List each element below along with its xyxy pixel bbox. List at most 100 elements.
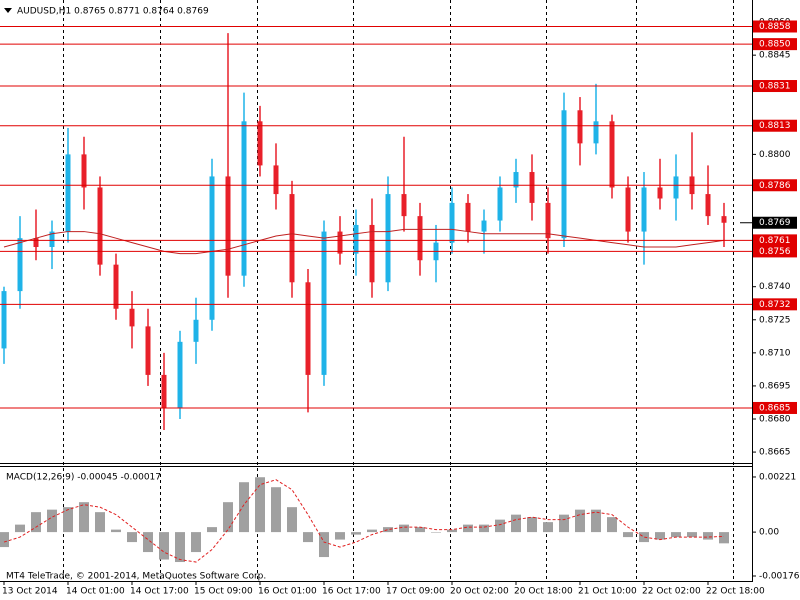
macd-bar xyxy=(511,514,521,533)
x-tick-label: 16 Oct 01:00 xyxy=(258,587,317,597)
macd-bar xyxy=(479,524,489,533)
candle-body xyxy=(657,187,663,199)
macd-bar xyxy=(31,512,41,533)
y-tick-label: 0.8800 xyxy=(759,150,791,160)
candle-body xyxy=(49,231,55,248)
candle-body xyxy=(529,172,535,203)
level-label-box xyxy=(753,38,797,51)
candle-body xyxy=(225,176,231,276)
y-tick-label: 0.8725 xyxy=(759,315,791,325)
candle-body xyxy=(625,187,631,232)
macd-bar xyxy=(127,532,137,543)
macd-bar xyxy=(255,477,265,533)
candle-body xyxy=(113,264,119,309)
level-label: 0.8813 xyxy=(759,121,791,131)
candle-body xyxy=(305,282,311,375)
x-tick-label: 20 Oct 02:00 xyxy=(450,587,509,597)
candle-body xyxy=(609,121,615,188)
macd-bar xyxy=(271,487,281,533)
y-tick-label: 0.8665 xyxy=(759,448,791,458)
level-label-box xyxy=(753,401,797,414)
macd-bar xyxy=(671,532,681,538)
candle-body xyxy=(465,202,471,232)
indicator-y-tick-label: 0.00221 xyxy=(759,472,796,482)
macd-bar xyxy=(383,527,393,533)
macd-bar xyxy=(303,532,313,543)
macd-bar xyxy=(351,532,361,535)
level-label: 0.8685 xyxy=(759,403,791,413)
macd-bar xyxy=(575,509,585,533)
indicator-y-tick-label: -0.00176 xyxy=(759,572,800,582)
level-label: 0.8756 xyxy=(759,247,791,257)
level-label: 0.8786 xyxy=(759,181,791,191)
candle-body xyxy=(1,291,7,349)
x-tick-label: 16 Oct 17:00 xyxy=(322,587,381,597)
candle-body xyxy=(17,238,23,292)
macd-bar xyxy=(63,507,73,533)
macd-bar xyxy=(47,509,57,533)
macd-bar xyxy=(0,532,9,548)
x-tick-label: 22 Oct 02:00 xyxy=(642,587,701,597)
x-tick-label: 20 Oct 18:00 xyxy=(514,587,573,597)
y-tick-label: 0.8710 xyxy=(759,348,791,358)
macd-bar xyxy=(543,522,553,533)
macd-bar xyxy=(367,529,377,533)
macd-bar xyxy=(447,529,457,533)
macd-bar xyxy=(687,532,697,538)
candle-body xyxy=(257,121,263,166)
candle-body xyxy=(273,165,279,195)
indicator-title: MACD(12,26,9) -0.00045 -0.00017 xyxy=(6,473,161,483)
current-price-box xyxy=(753,216,797,229)
level-label: 0.8858 xyxy=(759,22,791,32)
candle-body xyxy=(497,187,503,221)
macd-bar xyxy=(527,517,537,533)
level-label-box xyxy=(753,179,797,192)
macd-bar xyxy=(559,514,569,533)
candle-body xyxy=(449,202,455,243)
candle-body xyxy=(401,194,407,217)
level-label-box xyxy=(753,298,797,311)
level-label-box xyxy=(753,245,797,258)
macd-bar xyxy=(607,517,617,533)
level-label-box xyxy=(753,119,797,132)
candle-body xyxy=(673,176,679,199)
level-label: 0.8761 xyxy=(759,236,791,246)
candle-body xyxy=(241,121,247,276)
macd-bar xyxy=(415,527,425,533)
candle-body xyxy=(177,341,183,408)
level-label-box xyxy=(753,20,797,33)
x-tick-label: 17 Oct 09:00 xyxy=(386,587,445,597)
level-label: 0.8831 xyxy=(759,82,791,92)
candle-body xyxy=(161,374,167,408)
current-price-label: 0.8769 xyxy=(759,218,791,228)
macd-bar xyxy=(95,512,105,533)
macd-bar xyxy=(207,527,217,533)
macd-bar xyxy=(639,532,649,543)
macd-bar xyxy=(175,532,185,563)
x-tick-label: 14 Oct 01:00 xyxy=(66,587,125,597)
level-label-box xyxy=(753,234,797,247)
candle-body xyxy=(65,154,71,232)
candle-body xyxy=(369,224,375,283)
macd-signal xyxy=(3,479,725,563)
macd-bar xyxy=(239,482,249,533)
x-tick-label: 21 Oct 10:00 xyxy=(578,587,637,597)
candle-body xyxy=(385,194,391,283)
candle-body xyxy=(721,216,727,223)
candle-body xyxy=(705,194,711,217)
macd-bar xyxy=(223,502,233,533)
macd-bar xyxy=(719,532,729,544)
macd-bar xyxy=(399,524,409,533)
candle-body xyxy=(129,308,135,327)
macd-bar xyxy=(159,532,169,560)
macd-bar xyxy=(335,532,345,540)
x-tick-label: 15 Oct 09:00 xyxy=(194,587,253,597)
candle-body xyxy=(321,231,327,375)
menu-triangle xyxy=(4,8,12,13)
macd-bar xyxy=(319,532,329,558)
level-label: 0.8732 xyxy=(759,300,791,310)
candle-body xyxy=(481,220,487,232)
candle-body xyxy=(337,231,343,254)
macd-bar xyxy=(591,509,601,533)
candle-body xyxy=(81,154,87,188)
